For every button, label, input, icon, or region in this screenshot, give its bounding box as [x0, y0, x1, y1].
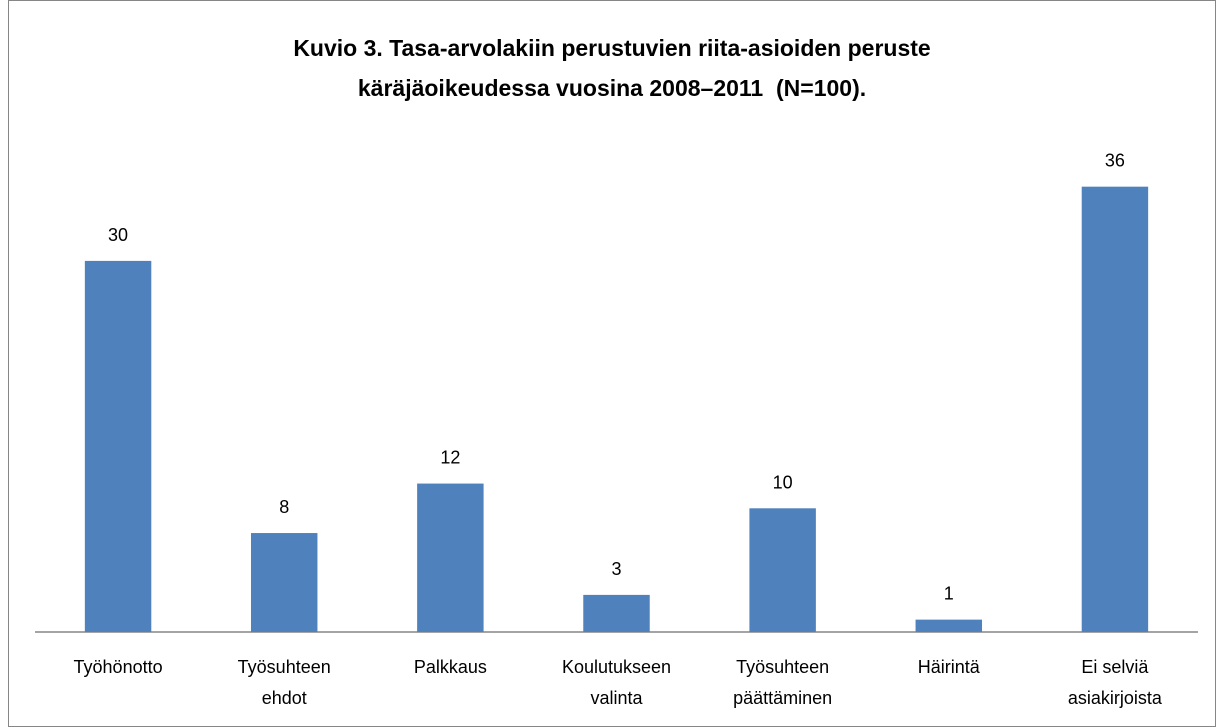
- bar: [1081, 186, 1149, 632]
- x-tick-label: Häirintä: [917, 657, 980, 677]
- chart-title: Kuvio 3. Tasa-arvolakiin perustuvien rii…: [293, 35, 931, 101]
- x-tick-label: Työsuhteen ehdot: [237, 657, 331, 708]
- bar: [417, 483, 484, 632]
- bar: [84, 260, 152, 632]
- x-tick-label: Työsuhteen päättäminen: [733, 657, 833, 708]
- bar: [250, 533, 318, 632]
- data-label: 30: [108, 225, 128, 245]
- x-tick-label: Koulutukseen valinta: [561, 657, 672, 708]
- data-label: 3: [611, 559, 621, 579]
- x-tick-label: Palkkaus: [413, 657, 487, 677]
- data-label: 36: [1105, 151, 1125, 171]
- data-label: 12: [440, 448, 460, 468]
- bar: [915, 619, 983, 632]
- x-tick-label: Työhönotto: [73, 657, 163, 677]
- x-tick-label: Ei selviä asiakirjoista: [1067, 657, 1162, 708]
- data-label: 8: [279, 497, 289, 517]
- data-label: 1: [944, 584, 954, 604]
- bar: [749, 508, 816, 632]
- data-label: 10: [773, 472, 793, 492]
- bar: [583, 594, 650, 632]
